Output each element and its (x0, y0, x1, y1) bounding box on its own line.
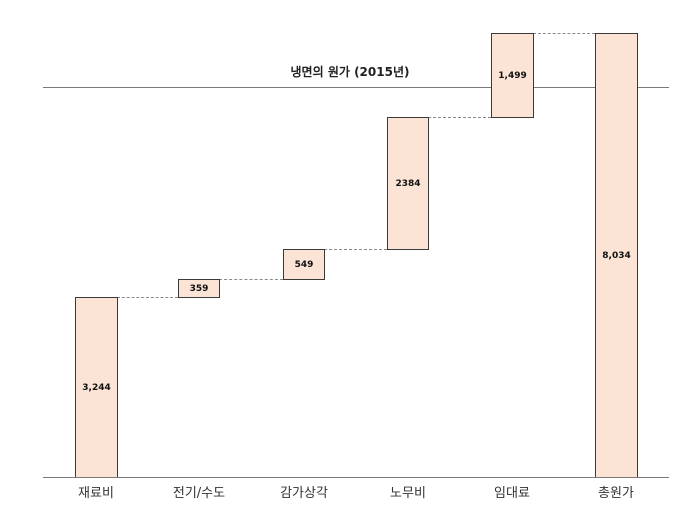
bar-value-label: 359 (189, 283, 209, 294)
bar-labor-cost: 2384 (387, 117, 429, 250)
bar-total-cost: 8,034 (595, 33, 638, 478)
x-tick-label: 총원가 (598, 486, 634, 501)
bar-rent: 1,499 (491, 33, 534, 118)
connector-line (428, 117, 491, 118)
x-axis-line (43, 477, 669, 478)
x-tick-label: 노무비 (390, 486, 426, 501)
bar-material-cost: 3,244 (75, 297, 118, 478)
chart-title: 냉면의 원가 (2015년) (290, 65, 410, 79)
bar-value-label: 2384 (395, 178, 421, 189)
bar-utilities: 359 (178, 279, 220, 298)
x-tick-label: 전기/수도 (172, 486, 226, 501)
title-divider-line (43, 87, 669, 88)
connector-line (219, 279, 283, 280)
connector-line (324, 249, 387, 250)
bar-value-label: 8,034 (602, 250, 631, 261)
bar-value-label: 549 (294, 259, 314, 270)
x-tick-label: 임대료 (494, 486, 530, 501)
x-tick-label: 재료비 (78, 486, 114, 501)
bar-value-label: 1,499 (498, 70, 527, 81)
connector-line (117, 297, 178, 298)
bar-value-label: 3,244 (82, 382, 111, 393)
x-tick-label: 감가상각 (280, 486, 328, 501)
connector-line (533, 33, 595, 34)
bar-depreciation: 549 (283, 249, 325, 280)
